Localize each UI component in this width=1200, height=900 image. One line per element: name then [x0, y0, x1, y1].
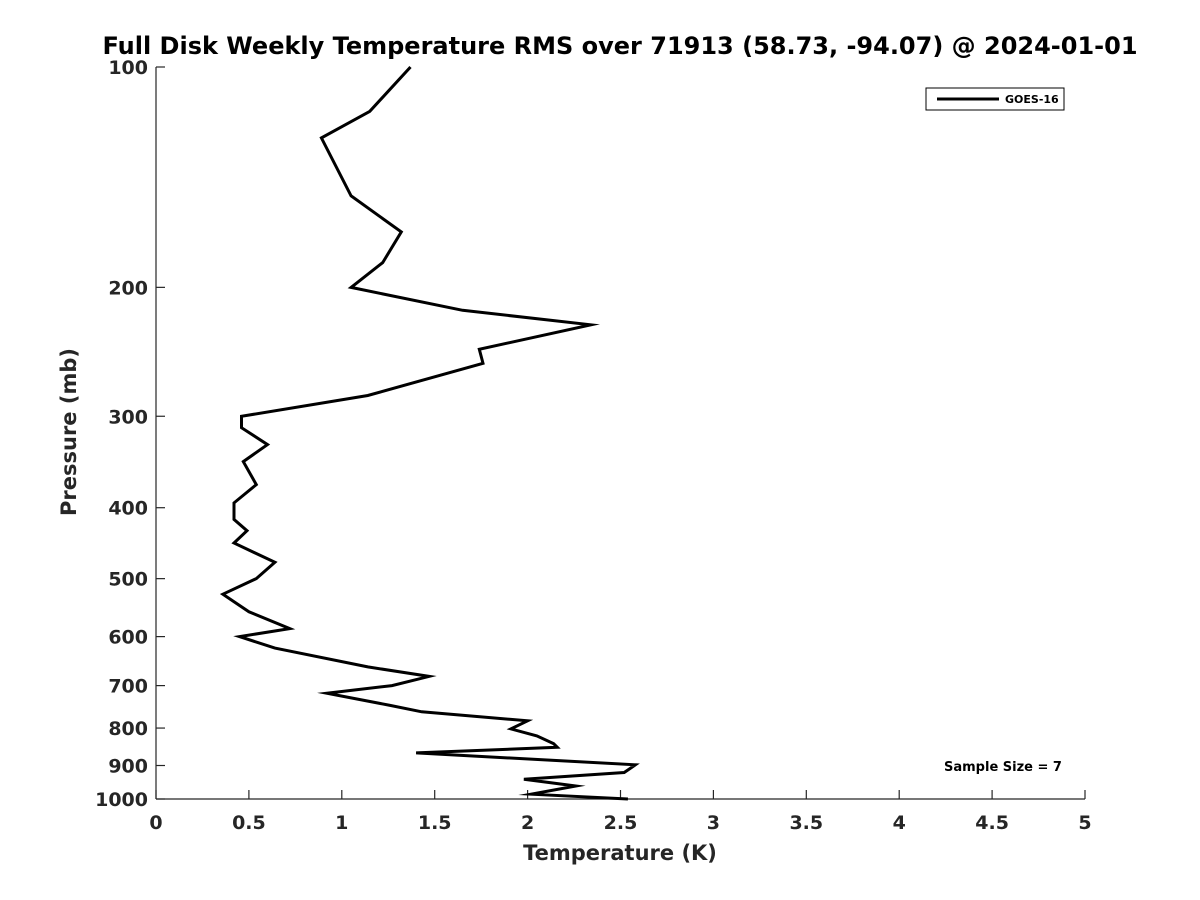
- x-tick-label: 0.5: [232, 812, 266, 834]
- y-tick-label: 500: [108, 569, 148, 591]
- chart-title: Full Disk Weekly Temperature RMS over 71…: [102, 32, 1137, 60]
- x-tick-label: 0: [149, 812, 162, 834]
- x-tick-label: 3.5: [789, 812, 823, 834]
- y-axis-label: Pressure (mb): [57, 348, 81, 516]
- legend-entry-goes-16: GOES-16: [1005, 93, 1059, 106]
- series-group: [219, 65, 640, 801]
- x-ticks: 0 0.5 1 1.5 2 2.5 3 3.5 4 4.5 5: [149, 790, 1092, 834]
- y-tick-label: 400: [108, 498, 148, 520]
- y-ticks: 100 200 300 400 500 600 700 800 900 1000: [95, 57, 165, 811]
- x-axis-label: Temperature (K): [523, 841, 717, 865]
- y-tick-label: 700: [108, 676, 148, 698]
- y-tick-label: 900: [108, 756, 148, 778]
- x-tick-label: 2: [521, 812, 534, 834]
- x-tick-label: 5: [1078, 812, 1091, 834]
- y-tick-label: 300: [108, 406, 148, 428]
- y-tick-label: 200: [108, 277, 148, 299]
- legend: GOES-16: [925, 87, 1065, 111]
- x-tick-label: 1.5: [418, 812, 452, 834]
- x-tick-label: 1: [335, 812, 348, 834]
- x-tick-label: 3: [707, 812, 720, 834]
- y-tick-label: 800: [108, 718, 148, 740]
- y-tick-label: 100: [108, 57, 148, 79]
- series-line-goes-16: [219, 65, 640, 801]
- x-tick-label: 4.5: [975, 812, 1009, 834]
- y-tick-label: 600: [108, 627, 148, 649]
- sample-size-annotation: Sample Size = 7: [944, 760, 1062, 775]
- y-tick-label: 1000: [95, 789, 148, 811]
- x-tick-label: 2.5: [604, 812, 638, 834]
- x-tick-label: 4: [893, 812, 906, 834]
